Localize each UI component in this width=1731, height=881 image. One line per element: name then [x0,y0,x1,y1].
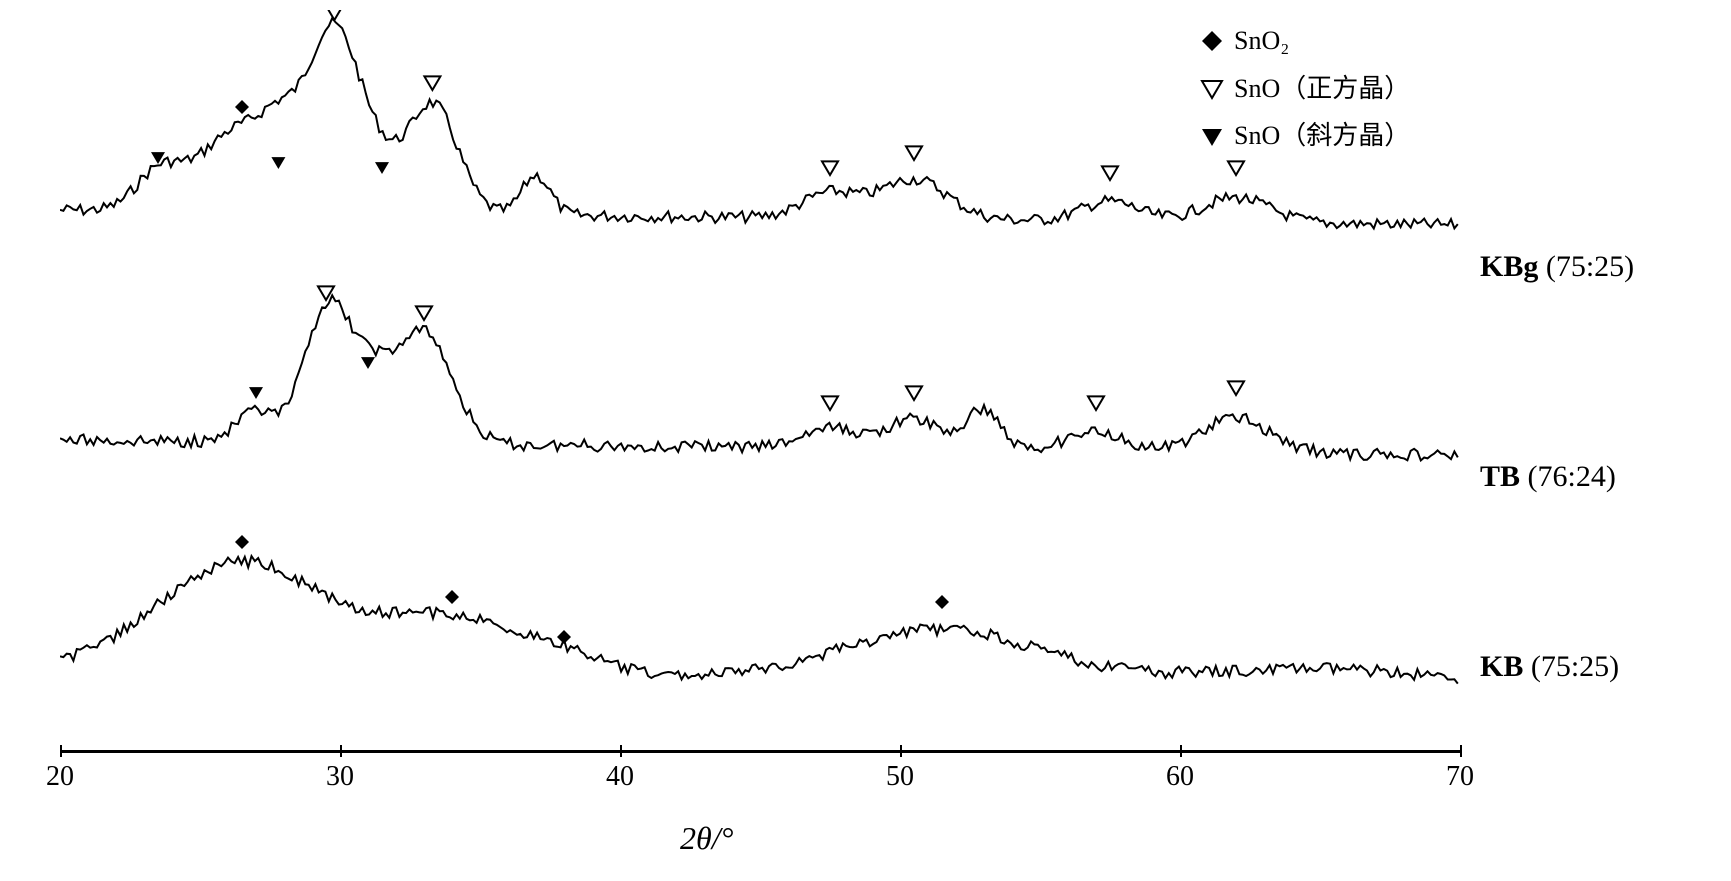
x-tick-label: 30 [326,761,354,793]
series-name: TB [1480,460,1520,493]
x-tick [900,745,902,757]
peak-marker-diamond-filled [557,630,571,644]
legend-label: SnO（正方晶） [1234,68,1410,110]
peak-marker-diamond-filled [235,100,249,114]
peak-marker-triangle-filled-down [375,162,389,174]
peak-marker-diamond-filled [235,535,249,549]
series-ratio: (75:25) [1546,250,1634,283]
series-label-TB: TB (76:24) [1480,460,1616,494]
peak-marker-triangle-open-down [326,10,342,20]
peak-marker-triangle-open-down [906,146,922,160]
peak-marker-triangle-filled-down [361,357,375,369]
legend-item: SnO（斜方晶） [1200,115,1410,157]
series-label-KB: KB (75:25) [1480,650,1619,684]
peak-marker-triangle-filled-down [249,387,263,399]
legend-item: SnO₂ [1200,20,1410,62]
x-tick-label: 70 [1446,761,1474,793]
spectrum-KB [60,556,1458,684]
series-name: KBg [1480,250,1538,283]
peak-marker-triangle-open-down [1228,161,1244,175]
x-axis: 203040506070 [60,750,1460,790]
peak-marker-triangle-open-down [416,306,432,320]
x-tick [1180,745,1182,757]
peak-marker-diamond-filled [445,590,459,604]
series-ratio: (76:24) [1528,460,1616,493]
spectrum-TB [60,295,1458,460]
x-tick [340,745,342,757]
legend-marker-icon [1200,76,1224,100]
peak-marker-triangle-open-down [906,386,922,400]
legend-label: SnO（斜方晶） [1234,115,1410,157]
series-label-KBg: KBg (75:25) [1480,250,1634,284]
x-tick-label: 40 [606,761,634,793]
x-tick [60,745,62,757]
x-tick-label: 60 [1166,761,1194,793]
peak-marker-triangle-filled-down [271,157,285,169]
legend-item: SnO（正方晶） [1200,68,1410,110]
peak-marker-triangle-open-down [1228,381,1244,395]
x-tick-label: 50 [886,761,914,793]
peak-marker-diamond-filled [935,595,949,609]
legend-label: SnO₂ [1234,20,1289,62]
peak-marker-triangle-open-down [822,161,838,175]
x-tick [620,745,622,757]
x-axis-label: 2θ/° [680,820,733,857]
peak-marker-triangle-open-down [1088,396,1104,410]
peak-marker-triangle-open-down [1102,166,1118,180]
peak-marker-triangle-open-down [822,396,838,410]
legend-marker-icon [1200,124,1224,148]
peak-marker-triangle-open-down [424,76,440,90]
legend: SnO₂ SnO（正方晶） SnO（斜方晶） [1200,20,1410,163]
series-ratio: (75:25) [1531,650,1619,683]
x-tick-label: 20 [46,761,74,793]
x-tick [1460,745,1462,757]
legend-marker-icon [1200,29,1224,53]
series-name: KB [1480,650,1523,683]
